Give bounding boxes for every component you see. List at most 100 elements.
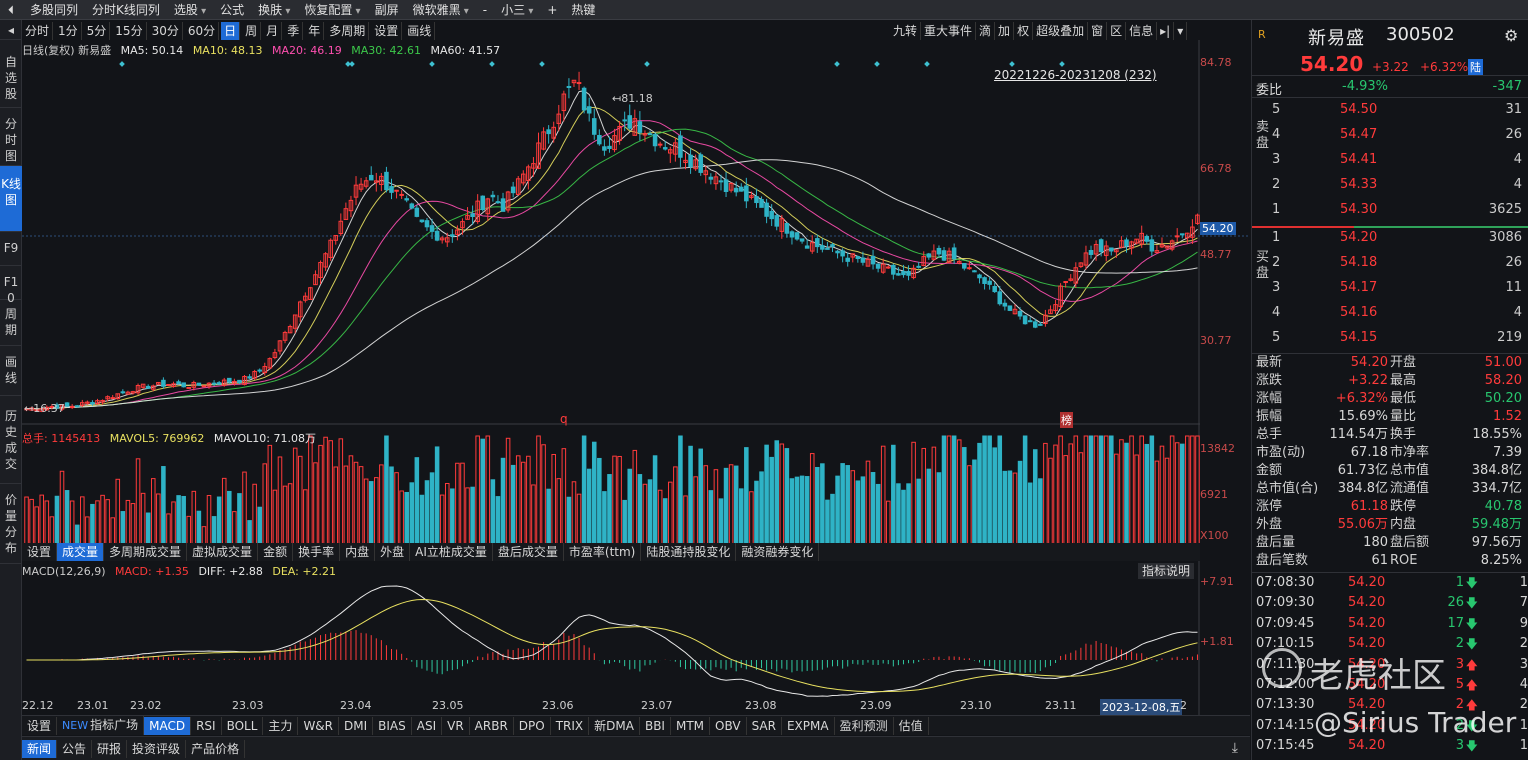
ind-tab-square[interactable]: NEW 指标广场 — [57, 716, 145, 735]
ind-tab-main[interactable]: 主力 — [263, 716, 299, 735]
nav-period[interactable]: 周期 — [0, 300, 22, 346]
window-button[interactable]: 窗 — [1088, 22, 1108, 40]
ask-row[interactable]: 1 54.30 3625 — [1252, 202, 1528, 227]
kline-chart[interactable]: 日线(复权) 新易盛 MA5: 50.14 MA10: 48.13 MA20: … — [22, 40, 1250, 716]
tab-year[interactable]: 年 — [305, 22, 325, 40]
tab-60min[interactable]: 60分 — [185, 22, 220, 40]
play-icon[interactable]: ▸| — [1157, 22, 1175, 40]
rights-button[interactable]: 权 — [1014, 22, 1034, 40]
vol-tab-turnover[interactable]: 换手率 — [293, 543, 341, 561]
ind-tab-bias[interactable]: BIAS — [373, 716, 412, 735]
toolbar-hotkey[interactable]: 热键 — [571, 2, 596, 17]
news-tab-research[interactable]: 研报 — [92, 739, 128, 758]
tab-quarter[interactable]: 季 — [284, 22, 304, 40]
news-tab-product-price[interactable]: 产品价格 — [186, 739, 246, 758]
tab-settings[interactable]: 设置 — [371, 22, 403, 40]
nav-draw[interactable]: 画线 — [0, 346, 22, 396]
toolbar-skin[interactable]: 换肤 — [252, 1, 296, 19]
ind-tab-macd[interactable]: MACD — [144, 716, 192, 735]
gear-icon[interactable]: ⚙ — [1504, 26, 1519, 45]
toolbar-formula[interactable]: 公式 — [220, 2, 245, 17]
rank-marker[interactable]: 榜 — [1060, 412, 1073, 428]
q-marker[interactable]: q — [560, 412, 568, 426]
ask-row[interactable]: 3 54.41 4 — [1252, 152, 1528, 177]
tab-multi-period[interactable]: 多周期 — [326, 22, 370, 40]
vol-tab-northbound[interactable]: 陆股通持股变化 — [641, 543, 737, 561]
tab-week[interactable]: 周 — [242, 22, 262, 40]
news-tab-rating[interactable]: 投资评级 — [127, 739, 187, 758]
tab-1min[interactable]: 1分 — [55, 22, 82, 40]
ind-tab-arbr[interactable]: ARBR — [470, 716, 514, 735]
ind-tab-sar[interactable]: SAR — [747, 716, 782, 735]
tab-month[interactable]: 月 — [263, 22, 283, 40]
bid-row[interactable]: 2 54.18 26 — [1252, 255, 1528, 280]
tab-timeshare[interactable]: 分时 — [22, 22, 54, 40]
ask-row[interactable]: 2 54.33 4 — [1252, 177, 1528, 202]
vol-tab-margin[interactable]: 融资融券变化 — [736, 543, 820, 561]
vol-tab-inner[interactable]: 内盘 — [340, 543, 376, 561]
ind-tab-bbi[interactable]: BBI — [640, 716, 671, 735]
toolbar-font-select[interactable]: 微软雅黑 — [407, 1, 475, 19]
nav-history-trades[interactable]: 历史成交 — [0, 396, 22, 484]
ind-tab-dpo[interactable]: DPO — [514, 716, 551, 735]
vol-tab-afterhours[interactable]: 盘后成交量 — [493, 543, 564, 561]
ind-tab-asi[interactable]: ASI — [412, 716, 443, 735]
bid-row[interactable]: 4 54.16 4 — [1252, 305, 1528, 330]
bid-row[interactable]: 1 54.20 3086 — [1252, 230, 1528, 255]
ind-tab-dmi[interactable]: DMI — [339, 716, 374, 735]
ask-row[interactable]: 4 54.47 26 — [1252, 127, 1528, 152]
add-button[interactable]: 加 — [995, 22, 1015, 40]
vol-tab-amount[interactable]: 金额 — [258, 543, 294, 561]
toolbar-multi-stock[interactable]: 多股同列 — [30, 2, 79, 17]
nav-kline[interactable]: K线图 — [0, 166, 22, 232]
super-overlay-button[interactable]: 超级叠加 — [1033, 22, 1089, 40]
drip-button[interactable]: 滴 — [976, 22, 996, 40]
toolbar-restore-config[interactable]: 恢复配置 — [298, 1, 366, 19]
nav-f9[interactable]: F9 — [0, 232, 22, 266]
ind-tab-obv[interactable]: OBV — [710, 716, 747, 735]
dropdown-icon[interactable]: ▾ — [1174, 22, 1188, 40]
ind-tab-expma[interactable]: EXPMA — [782, 716, 835, 735]
tab-draw[interactable]: 画线 — [404, 22, 436, 40]
major-events-button[interactable]: 重大事件 — [921, 22, 977, 40]
back-icon[interactable]: ⏴ — [7, 2, 14, 17]
ind-tab-valuation[interactable]: 估值 — [894, 716, 929, 735]
ind-tab-settings[interactable]: 设置 — [22, 716, 58, 735]
toolbar-stock-select[interactable]: 选股 — [168, 1, 212, 19]
date-range-label[interactable]: 20221226-20231208 (232) — [994, 68, 1157, 82]
ind-tab-forecast[interactable]: 盈利预测 — [835, 716, 894, 735]
ind-tab-mtm[interactable]: MTM — [671, 716, 711, 735]
vol-tab-outer[interactable]: 外盘 — [375, 543, 411, 561]
nav-price-volume[interactable]: 价量分布 — [0, 484, 22, 564]
nav-f10[interactable]: F10 — [0, 266, 22, 305]
toolbar-kline-same[interactable]: 分时K线同列 — [92, 2, 160, 17]
vol-tab-multi[interactable]: 多周期成交量 — [104, 543, 188, 561]
toolbar-font-size[interactable]: 小三 — [495, 1, 539, 19]
ask-row[interactable]: 5 54.50 31 — [1252, 102, 1528, 127]
tab-day[interactable]: 日 — [221, 22, 241, 40]
vol-tab-ai[interactable]: AI立桩成交量 — [410, 543, 493, 561]
range-button[interactable]: 区 — [1107, 22, 1127, 40]
vol-tab-virtual[interactable]: 虚拟成交量 — [187, 543, 259, 561]
ind-tab-boll[interactable]: BOLL — [222, 716, 264, 735]
nav-timeshare[interactable]: 分时图 — [0, 108, 22, 166]
info-button[interactable]: 信息 — [1126, 22, 1158, 40]
nine-turn-button[interactable]: 九转 — [890, 22, 922, 40]
ind-tab-vr[interactable]: VR — [442, 716, 470, 735]
font-size-plus[interactable]: + — [547, 2, 558, 17]
vol-tab-volume[interactable]: 成交量 — [57, 543, 105, 561]
tab-15min[interactable]: 15分 — [112, 22, 147, 40]
toolbar-second-screen[interactable]: 副屏 — [374, 2, 399, 17]
bid-row[interactable]: 3 54.17 11 — [1252, 280, 1528, 305]
collapse-icon[interactable]: ◂ — [0, 20, 22, 40]
ind-tab-newdma[interactable]: 新DMA — [589, 716, 640, 735]
ind-tab-wr[interactable]: W&R — [298, 716, 339, 735]
ind-tab-rsi[interactable]: RSI — [191, 716, 222, 735]
vol-tab-pe[interactable]: 市盈率(ttm) — [564, 543, 642, 561]
font-size-minus[interactable]: - — [482, 2, 488, 17]
vol-tab-settings[interactable]: 设置 — [22, 543, 58, 561]
news-tab-news[interactable]: 新闻 — [22, 739, 58, 758]
nav-watchlist[interactable]: 自选股 — [0, 40, 22, 108]
indicator-help-button[interactable]: 指标说明 — [1138, 563, 1195, 579]
bid-row[interactable]: 5 54.15 219 — [1252, 330, 1528, 355]
